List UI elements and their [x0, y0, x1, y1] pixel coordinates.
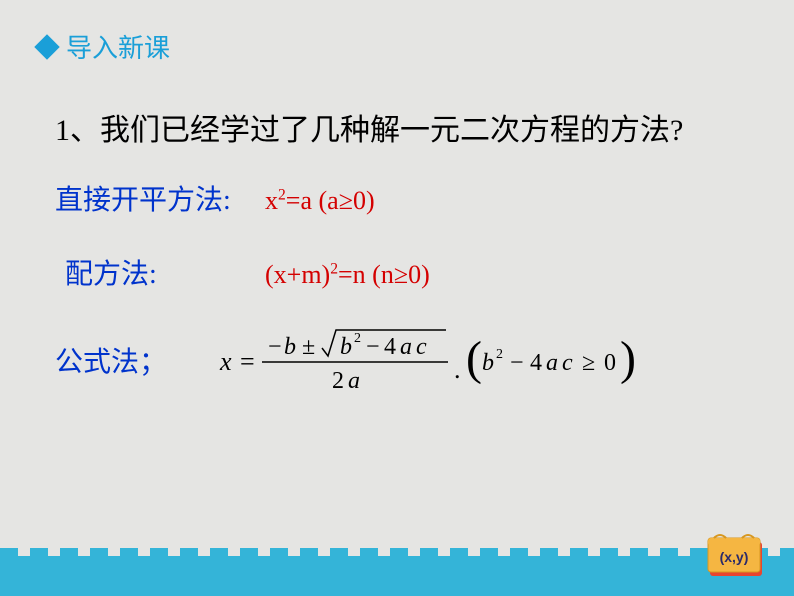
- formula-row: 公式法； x = − b ± b 2 − 4 a c 2 a: [55, 320, 739, 400]
- method-row-2: 配方法: (x+m)2=n (n≥0): [55, 252, 739, 292]
- val-prefix: (x+m): [265, 260, 330, 289]
- method-label: 配方法:: [65, 252, 265, 292]
- formula-x: x: [219, 347, 232, 376]
- method-label: 直接开平方法:: [55, 178, 265, 218]
- paren-left: (: [466, 332, 482, 385]
- formula-b: b: [284, 334, 296, 360]
- val-sup: 2: [278, 186, 286, 203]
- cond-4: 4: [530, 350, 542, 376]
- paren-right: ): [620, 332, 636, 385]
- cond-c: c: [562, 350, 573, 376]
- formula-negb: −: [268, 334, 282, 360]
- content-area: 1、我们已经学过了几种解一元二次方程的方法? 直接开平方法: x2=a (a≥0…: [0, 65, 794, 400]
- formula-label: 公式法；: [55, 340, 210, 380]
- cond-minus: −: [510, 350, 524, 376]
- section-header: 导入新课: [0, 0, 794, 65]
- formula-a2: a: [348, 368, 360, 394]
- formula-dot: .: [454, 355, 461, 384]
- cond-0: 0: [604, 350, 616, 376]
- val-sup: 2: [330, 260, 338, 277]
- formula-sq: 2: [354, 331, 361, 346]
- section-title: 导入新课: [66, 28, 170, 65]
- val-mid: =n (n≥0): [338, 260, 430, 289]
- method-value: (x+m)2=n (n≥0): [265, 260, 430, 290]
- footer-bar: [0, 556, 794, 596]
- formula-4: 4: [384, 334, 396, 360]
- cond-ge: ≥: [582, 350, 595, 376]
- xy-book-icon: (x,y): [706, 528, 766, 578]
- cond-a: a: [546, 350, 558, 376]
- quadratic-formula: x = − b ± b 2 − 4 a c 2 a .: [210, 320, 690, 400]
- formula-a: a: [400, 334, 412, 360]
- formula-eq: =: [240, 347, 255, 376]
- cond-sq: 2: [496, 347, 503, 362]
- val-prefix: x: [265, 186, 278, 215]
- val-mid: =a (a≥0): [286, 186, 375, 215]
- formula-minus: −: [366, 334, 380, 360]
- cond-b: b: [482, 350, 494, 376]
- footer-dashes: [0, 548, 794, 556]
- method-value: x2=a (a≥0): [265, 186, 375, 216]
- formula-pm: ±: [302, 334, 315, 360]
- formula-2: 2: [332, 368, 344, 394]
- method-row-1: 直接开平方法: x2=a (a≥0): [55, 178, 739, 218]
- question-text: 1、我们已经学过了几种解一元二次方程的方法?: [55, 105, 739, 156]
- icon-label: (x,y): [720, 549, 749, 565]
- diamond-icon: [34, 34, 59, 59]
- formula-c: c: [416, 334, 427, 360]
- formula-b2: b: [340, 334, 352, 360]
